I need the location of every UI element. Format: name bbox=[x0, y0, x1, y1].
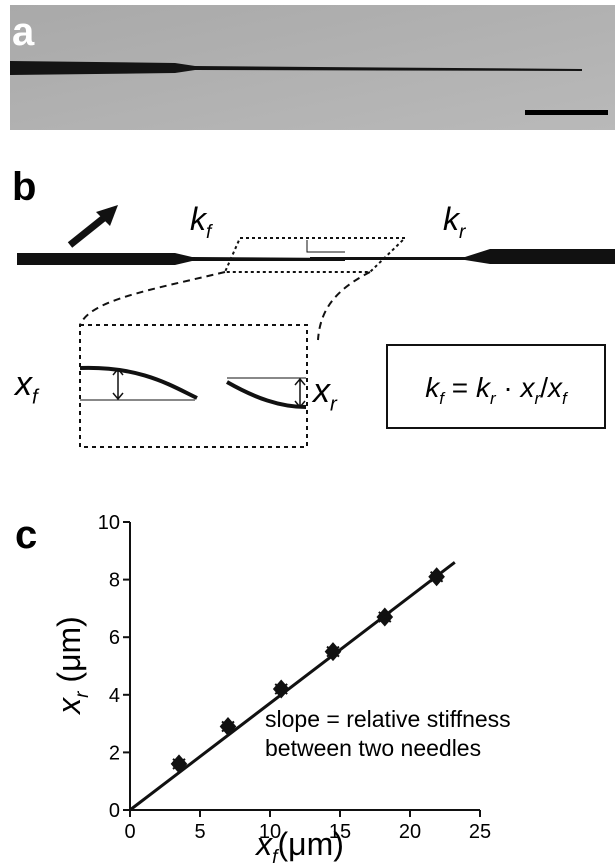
equation-term: / bbox=[540, 372, 548, 403]
scale-bar bbox=[525, 110, 608, 115]
equation-term: · bbox=[496, 372, 521, 403]
subscript: r bbox=[459, 222, 467, 243]
x-tick-label: 5 bbox=[194, 821, 205, 843]
subscript: r bbox=[535, 389, 542, 408]
subscript: f bbox=[32, 387, 40, 409]
equation-box bbox=[386, 344, 606, 429]
double-arrow bbox=[112, 367, 124, 401]
symbol-label: kr bbox=[443, 201, 467, 243]
equation-term: x bbox=[519, 372, 536, 403]
needle-image bbox=[10, 61, 582, 75]
zoom-box bbox=[79, 324, 308, 448]
needle-right bbox=[310, 249, 615, 264]
symbol: x bbox=[51, 697, 87, 716]
x-tick-label: 10 bbox=[259, 821, 281, 843]
panel-label: b bbox=[12, 165, 36, 209]
y-tick-label: 4 bbox=[109, 685, 120, 707]
y-tick-label: 6 bbox=[109, 627, 120, 649]
data-point bbox=[219, 716, 237, 736]
annotation: slope = relative stiffness bbox=[265, 706, 511, 732]
data-point bbox=[376, 607, 394, 627]
symbol: x bbox=[254, 826, 273, 862]
symbol: x bbox=[13, 365, 33, 403]
bent-needle bbox=[226, 380, 307, 409]
subscript: f bbox=[439, 389, 446, 408]
bracket bbox=[306, 240, 345, 253]
x-tick-label: 20 bbox=[399, 821, 421, 843]
symbol-label: kf bbox=[190, 201, 213, 243]
y-tick-label: 0 bbox=[109, 800, 120, 822]
subscript: f bbox=[206, 222, 213, 243]
unit: (μm) bbox=[277, 826, 343, 862]
y-tick-label: 2 bbox=[109, 742, 120, 764]
subscript: f bbox=[272, 847, 279, 867]
y-tick-label: 10 bbox=[98, 512, 120, 534]
equation-term: k bbox=[425, 372, 441, 403]
symbol: x bbox=[311, 372, 331, 410]
equation-term: x bbox=[546, 372, 563, 403]
data-point bbox=[272, 679, 290, 699]
symbol-label: xr bbox=[311, 372, 338, 416]
subscript: f bbox=[562, 389, 569, 408]
subscript: r bbox=[330, 394, 338, 416]
annotation: between two needles bbox=[265, 735, 481, 761]
arrow-head bbox=[96, 205, 118, 226]
symbol: k bbox=[443, 201, 461, 237]
symbol-label: xf bbox=[13, 365, 40, 409]
zoom-connector bbox=[317, 271, 371, 341]
data-point bbox=[428, 567, 445, 587]
data-point bbox=[324, 642, 342, 662]
zoom-connector bbox=[79, 271, 226, 326]
arrow bbox=[67, 214, 108, 248]
needle-left bbox=[17, 253, 345, 265]
y-tick-label: 8 bbox=[109, 570, 120, 592]
equation-term: k bbox=[476, 372, 492, 403]
x-tick-label: 0 bbox=[124, 821, 135, 843]
x-tick-label: 15 bbox=[329, 821, 351, 843]
data-point bbox=[170, 754, 188, 774]
subscript: r bbox=[72, 690, 93, 698]
bent-needle bbox=[79, 365, 198, 400]
x-tick-label: 25 bbox=[469, 821, 491, 843]
panel-label: c bbox=[15, 513, 37, 557]
unit: (μm) bbox=[51, 616, 87, 691]
equation-term: = bbox=[444, 372, 476, 403]
symbol-label: xr (μm) bbox=[51, 616, 93, 716]
zoom-region bbox=[223, 237, 408, 273]
panel-label: a bbox=[12, 10, 35, 54]
symbol-label: xf(μm) bbox=[254, 826, 344, 867]
symbol: k bbox=[190, 201, 208, 237]
subscript: r bbox=[490, 389, 497, 408]
equation: kf = kr · xr/xf bbox=[425, 372, 569, 408]
double-arrow bbox=[294, 377, 306, 409]
